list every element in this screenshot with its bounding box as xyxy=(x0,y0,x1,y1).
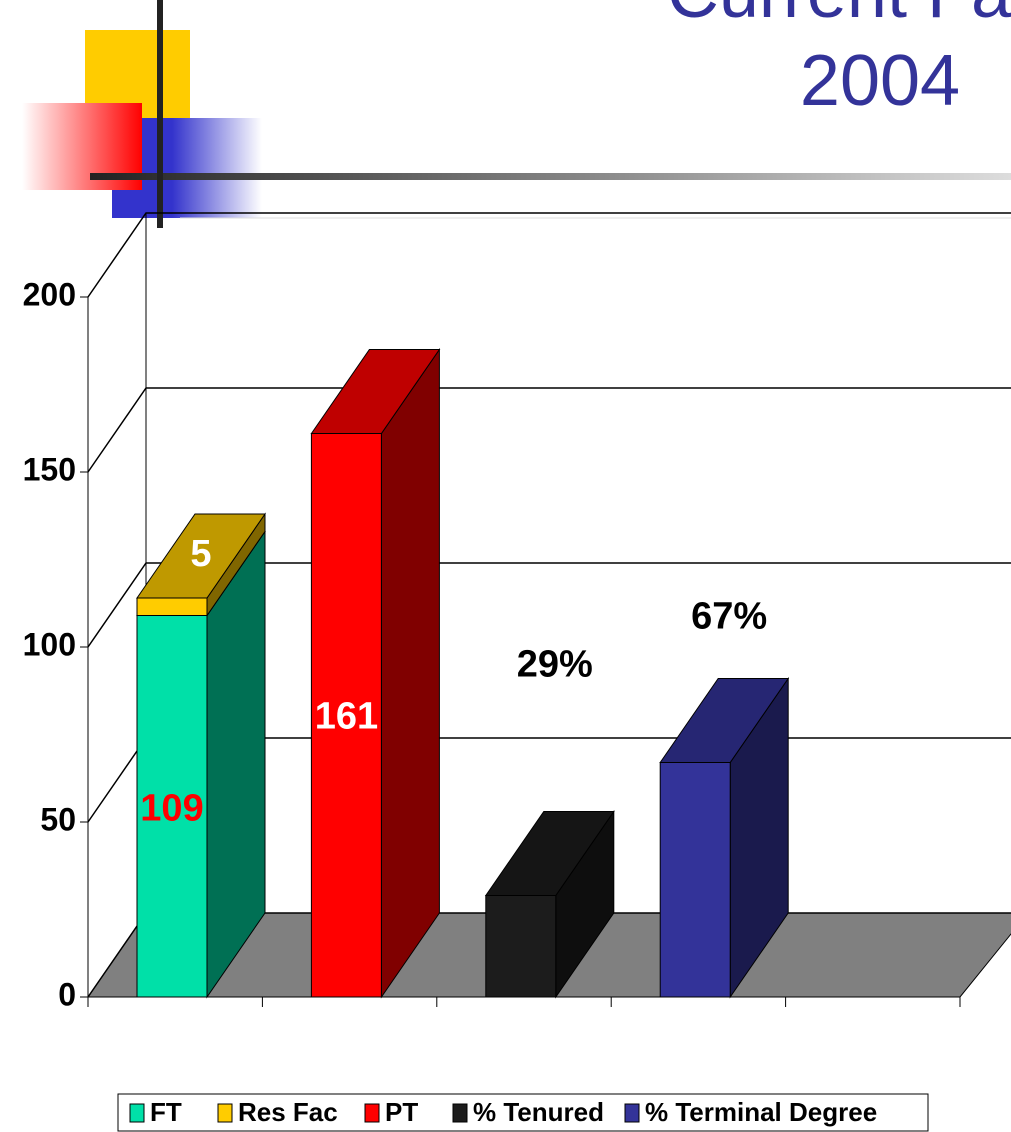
legend-swatch xyxy=(129,1103,145,1123)
y-tick-label: 0 xyxy=(58,976,76,1012)
legend-swatch xyxy=(217,1103,233,1123)
bar-front xyxy=(485,895,557,998)
legend-label: FT xyxy=(150,1097,182,1127)
bar xyxy=(136,512,266,618)
y-tick-label: 200 xyxy=(23,276,76,312)
bar-front xyxy=(659,762,731,998)
grid-line xyxy=(87,387,1011,473)
bar-side xyxy=(380,347,440,999)
bar xyxy=(484,809,615,999)
grid-line xyxy=(87,562,1011,648)
grid-line xyxy=(87,212,1011,298)
legend-swatch xyxy=(364,1103,380,1123)
legend-label: % Tenured xyxy=(473,1097,604,1127)
legend-label: % Terminal Degree xyxy=(645,1097,877,1127)
legend: FT Res Fac PT % Tenured % Terminal Degree xyxy=(117,1093,929,1132)
y-tick-label: 150 xyxy=(23,451,76,487)
y-tick-label: 100 xyxy=(23,626,76,662)
data-label: 29% xyxy=(517,644,593,686)
chart: 0 50 100 150 200 109 5 161 29% 67% xyxy=(23,212,1011,1012)
bar-front xyxy=(136,597,208,616)
data-label: 109 xyxy=(140,788,203,830)
legend-swatch xyxy=(624,1103,640,1123)
slide-title: Current Fa xyxy=(667,0,1011,33)
bar xyxy=(310,347,441,999)
legend-label: Res Fac xyxy=(238,1097,338,1127)
data-label: 161 xyxy=(315,696,378,738)
decoration xyxy=(22,0,1011,228)
legend-box xyxy=(117,1093,929,1132)
bar-front xyxy=(310,433,382,998)
bar-front xyxy=(136,615,208,998)
slide-subtitle: 2004 xyxy=(800,41,960,121)
bar xyxy=(659,676,790,999)
data-label: 67% xyxy=(691,596,767,638)
y-tick-label: 50 xyxy=(40,801,76,837)
legend-label: PT xyxy=(385,1097,418,1127)
legend-swatch xyxy=(452,1103,468,1123)
data-label: 5 xyxy=(190,533,211,575)
